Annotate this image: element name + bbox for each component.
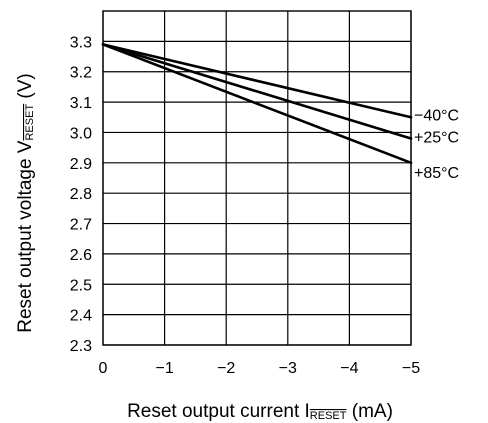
y-tick-label: 2.6: [70, 247, 92, 264]
x-tick-label: −2: [217, 360, 235, 377]
x-tick-label: −5: [402, 360, 420, 377]
y-tick-labels: 2.3 2.4 2.5 2.6 2.7 2.8 2.9 3.0 3.1 3.2 3.3: [70, 34, 92, 355]
y-tick-label: 3.2: [70, 65, 92, 82]
plot-frame: [102, 10, 412, 346]
y-axis-title-subscript: RESET: [24, 104, 36, 141]
y-tick-label: 2.5: [70, 277, 92, 294]
series-labels: −40°C +25°C +85°C: [414, 107, 459, 182]
y-tick-label: 3.0: [70, 125, 92, 142]
x-tick-label: 0: [99, 360, 108, 377]
y-axis-title-unit: (V): [15, 73, 36, 104]
x-axis-title: Reset output current IRESET (mA): [127, 401, 393, 422]
y-tick-label: 2.8: [70, 186, 92, 203]
x-tick-label: −4: [340, 360, 358, 377]
x-axis-title-main: Reset output current I: [127, 401, 310, 422]
series-label: +85°C: [414, 165, 459, 182]
y-tick-label: 2.3: [70, 338, 92, 355]
y-tick-label: 2.7: [70, 217, 92, 234]
series-line: [101, 43, 413, 165]
x-axis-title-subscript: RESET: [310, 410, 347, 422]
series-line: [101, 43, 413, 119]
series-label: +25°C: [414, 130, 459, 147]
y-tick-label: 3.1: [70, 95, 92, 112]
series-label: −40°C: [414, 107, 459, 124]
y-tick-label: 2.4: [70, 308, 92, 325]
series-lines: [101, 43, 413, 165]
y-tick-label: 2.9: [70, 156, 92, 173]
y-axis-title-main: Reset output voltage V: [15, 140, 36, 333]
x-axis-title-unit: (mA): [346, 401, 392, 422]
x-tick-labels: 0 −1 −2 −3 −4 −5: [99, 360, 421, 377]
x-tick-label: −3: [279, 360, 297, 377]
series-line: [101, 43, 413, 140]
x-tick-label: −1: [155, 360, 173, 377]
y-tick-label: 3.3: [70, 34, 92, 51]
y-axis-title: Reset output voltage VRESET (V): [15, 73, 36, 333]
